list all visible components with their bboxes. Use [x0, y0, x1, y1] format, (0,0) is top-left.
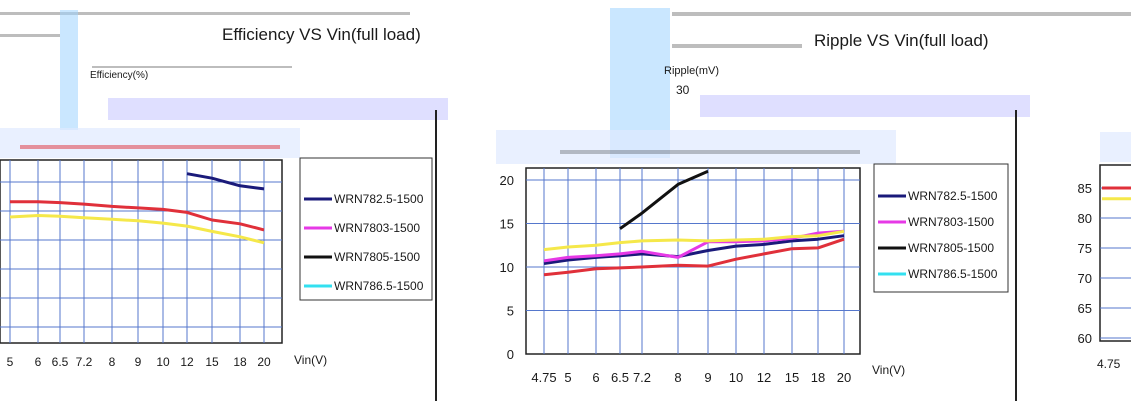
rip-x-tick-0: 4.75	[531, 370, 556, 385]
efficiency-legend: WRN782.5-1500 WRN7803-1500 WRN7805-1500 WRN…	[299, 157, 433, 301]
rip-x-tick-1: 5	[564, 370, 571, 385]
ripple-top-tick: 30	[676, 83, 690, 97]
rip-x-tick-6: 9	[704, 370, 711, 385]
p3-y-tick-2: 75	[1078, 241, 1092, 256]
partial-y-ticks: 85 80 75 70 65 60	[1078, 181, 1092, 346]
efficiency-plot-area	[0, 159, 283, 344]
rip-x-tick-7: 10	[729, 370, 743, 385]
legend-label-2: WRN7805-1500	[334, 250, 420, 264]
eff-x-tick-2: 6.5	[52, 355, 69, 369]
rip-series-line-2	[619, 169, 709, 230]
p3-y-tick-1: 80	[1078, 211, 1092, 226]
rip-y-tick-0: 0	[507, 347, 514, 362]
rip-x-tick-10: 18	[811, 370, 825, 385]
rip-y-tick-3: 15	[500, 217, 514, 232]
ripple-gridlines	[526, 168, 860, 354]
rip-x-tick-3: 6.5	[611, 370, 629, 385]
rip-y-tick-4: 20	[500, 173, 514, 188]
rip-series-line-3	[543, 237, 845, 277]
legend-label-1: WRN7803-1500	[334, 221, 420, 235]
partial-gridlines	[1100, 187, 1131, 339]
eff-x-tick-8: 15	[205, 355, 219, 369]
ripple-xlabel: Vin(V)	[872, 363, 905, 377]
eff-x-tick-7: 12	[180, 355, 194, 369]
rip-x-tick-8: 12	[757, 370, 771, 385]
eff-x-tick-0: 5	[7, 355, 14, 369]
eff-x-tick-1: 6	[35, 355, 42, 369]
legend-label-0: WRN782.5-1500	[334, 192, 424, 206]
rip-y-tick-1: 5	[507, 304, 514, 319]
efficiency-chart: Efficiency VS Vin(full load) Efficiency(…	[0, 10, 448, 401]
rip-x-tick-2: 6	[592, 370, 599, 385]
eff-series-line-2	[9, 214, 265, 245]
partial-x-tick-0: 4.75	[1097, 357, 1121, 371]
ripple-plot-area	[525, 167, 861, 355]
eff-x-tick-5: 9	[135, 355, 142, 369]
eff-x-tick-6: 10	[156, 355, 170, 369]
eff-x-tick-4: 8	[109, 355, 116, 369]
efficiency-ylabel: Efficiency(%)	[90, 70, 148, 81]
ripple-chart: Ripple VS Vin(full load) Ripple(mV) 30 0…	[496, 8, 1131, 401]
rip-x-tick-9: 15	[785, 370, 799, 385]
partial-series	[1102, 186, 1131, 201]
ripple-y-ticks: 0 5 10 15 20	[500, 173, 514, 362]
ripple-legend: WRN782.5-1500 WRN7803-1500 WRN7805-1500 WRN…	[873, 163, 1009, 293]
p3-y-tick-5: 60	[1078, 331, 1092, 346]
eff-x-tick-9: 18	[233, 355, 247, 369]
p3-y-tick-0: 85	[1078, 181, 1092, 196]
efficiency-title: Efficiency VS Vin(full load)	[222, 25, 421, 44]
eff-x-tick-3: 7.2	[76, 355, 93, 369]
ripple-ylabel: Ripple(mV)	[664, 65, 719, 77]
rip-x-tick-4: 7.2	[633, 370, 651, 385]
efficiency-gridlines	[0, 160, 282, 343]
p3-y-tick-3: 70	[1078, 271, 1092, 286]
ripple-x-ticks: 4.75 5 6 6.5 7.2 8 9 10 12 15 18 20	[531, 370, 851, 385]
p3-y-tick-4: 65	[1078, 301, 1092, 316]
legend-label-2: WRN7805-1500	[908, 241, 994, 255]
rip-x-tick-11: 20	[837, 370, 851, 385]
ripple-header-glitch	[496, 8, 1131, 164]
rip-series-line-4	[543, 229, 845, 252]
ripple-title: Ripple VS Vin(full load)	[814, 31, 989, 50]
partial-plot-area	[1099, 164, 1131, 342]
legend-label-3: WRN786.5-1500	[334, 279, 424, 293]
eff-series-line-0	[186, 172, 265, 191]
rip-y-tick-2: 10	[500, 260, 514, 275]
legend-label-1: WRN7803-1500	[908, 215, 994, 229]
ripple-series	[543, 169, 845, 277]
efficiency-series	[9, 172, 265, 245]
partial-chart: 85 80 75 70 65 60 4.75	[1078, 132, 1131, 371]
legend-label-3: WRN786.5-1500	[908, 267, 998, 281]
rip-x-tick-5: 8	[674, 370, 681, 385]
eff-series-line-1	[10, 200, 265, 232]
efficiency-xlabel: Vin(V)	[294, 353, 327, 367]
rip-series-line-0	[543, 234, 845, 265]
efficiency-header-glitch	[0, 10, 448, 158]
legend-label-0: WRN782.5-1500	[908, 189, 998, 203]
eff-x-tick-10: 20	[257, 355, 271, 369]
efficiency-x-ticks: 5 6 6.5 7.2 8 9 10 12 15 18 20	[7, 355, 271, 369]
